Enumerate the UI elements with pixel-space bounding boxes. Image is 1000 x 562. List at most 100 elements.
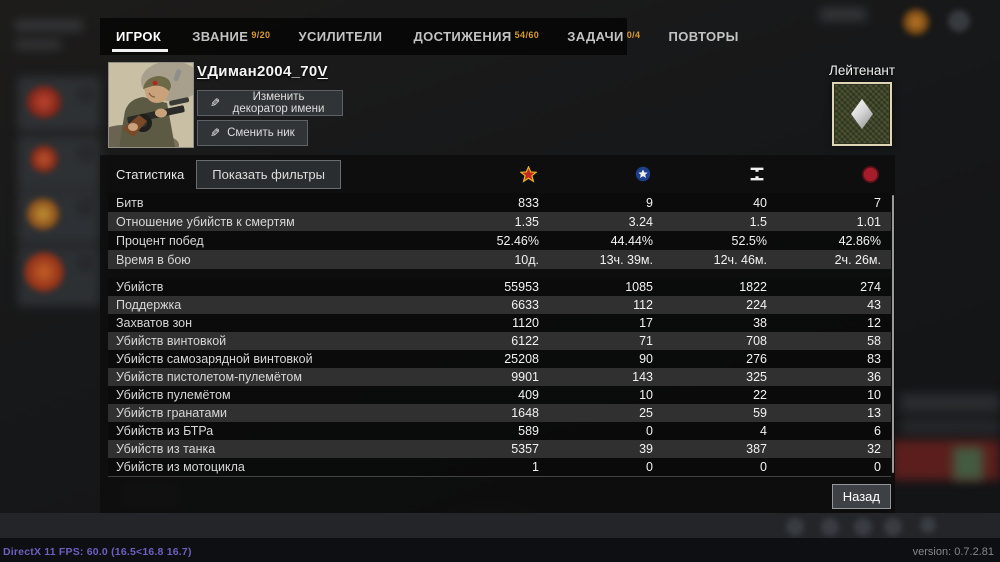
stat-label: Убийств винтовкой bbox=[116, 334, 227, 348]
fps-counter: DirectX 11 FPS: 60.0 (16.5<16.8 16.7) bbox=[3, 546, 192, 558]
player-avatar[interactable] bbox=[97, 61, 201, 157]
stat-row: Битв 833 9 40 7 bbox=[108, 193, 891, 212]
rank-diamond-icon bbox=[851, 99, 873, 129]
stat-value: 58 bbox=[867, 334, 881, 348]
tab-boosters[interactable]: УСИЛИТЕЛИ bbox=[284, 18, 399, 55]
stat-value: 3.24 bbox=[628, 214, 653, 229]
stat-label: Убийств из танка bbox=[116, 442, 216, 456]
avatar-soldier-portrait bbox=[97, 61, 201, 157]
germany-faction-icon bbox=[663, 166, 777, 182]
bg-blur-bar bbox=[900, 393, 1000, 413]
stat-row: Захватов зон 1120 17 38 12 bbox=[108, 314, 891, 332]
stat-value: 274 bbox=[860, 280, 881, 294]
stat-value: 0 bbox=[646, 424, 653, 438]
tab-achievements[interactable]: ДОСТИЖЕНИЯ 54/60 bbox=[399, 18, 553, 55]
tab-badge: 0/4 bbox=[626, 29, 641, 40]
stat-value: 2ч. 26м. bbox=[834, 252, 881, 267]
stat-value: 7 bbox=[874, 195, 881, 210]
stat-value: 6633 bbox=[511, 298, 539, 312]
stat-value: 13ч. 39м. bbox=[599, 252, 653, 267]
table-scrollbar[interactable] bbox=[892, 195, 894, 473]
bg-bottom-strip bbox=[0, 513, 1000, 538]
tab-label: ПОВТОРЫ bbox=[668, 29, 739, 44]
tab-rank[interactable]: ЗВАНИЕ 9/20 bbox=[178, 18, 284, 55]
stat-value: 32 bbox=[867, 442, 881, 456]
stat-value: 387 bbox=[746, 442, 767, 456]
bg-footer-icon bbox=[920, 517, 936, 533]
stat-row: Время в бою 10д. 13ч. 39м. 12ч. 46м. 2ч. 26м… bbox=[108, 250, 891, 269]
stat-value: 224 bbox=[746, 298, 767, 312]
change-name-decorator-button[interactable]: ✎ Изменить декоратор имени bbox=[197, 90, 343, 116]
stats-table: Битв 833 9 40 7 Отношение убийств к смертям 1.… bbox=[108, 193, 891, 485]
bg-green-blob bbox=[953, 447, 983, 480]
stat-row: Убийств самозарядной винтовкой 25208 90 276… bbox=[108, 350, 891, 368]
back-button[interactable]: Назад bbox=[831, 484, 891, 509]
stat-value: 325 bbox=[746, 370, 767, 384]
stat-value: 276 bbox=[746, 352, 767, 366]
tab-replays[interactable]: ПОВТОРЫ bbox=[654, 18, 755, 55]
stat-value: 0 bbox=[646, 460, 653, 474]
bg-squad-emblem bbox=[26, 198, 60, 230]
player-name: VДиман2004_70V bbox=[197, 63, 328, 80]
stat-row: Убийств из мотоцикла 1 0 0 0 bbox=[108, 458, 891, 476]
stat-value: 9901 bbox=[511, 370, 539, 384]
name-core: Диман2004_70 bbox=[207, 63, 318, 80]
stat-value: 409 bbox=[518, 388, 539, 402]
stat-value: 0 bbox=[760, 460, 767, 474]
stat-row: Процент побед 52.46% 44.44% 52.5% 42.86% bbox=[108, 231, 891, 250]
faction-columns bbox=[435, 155, 891, 193]
bg-blur-bar bbox=[820, 8, 866, 21]
bg-emblem-orange bbox=[902, 8, 930, 36]
button-label: Сменить ник bbox=[227, 127, 295, 139]
bg-squad-emblem bbox=[26, 86, 62, 118]
stat-value: 44.44% bbox=[610, 233, 653, 248]
stat-row: Убийств 55953 1085 1822 274 bbox=[108, 278, 891, 296]
stat-value: 83 bbox=[867, 352, 881, 366]
stat-label: Убийств пулемётом bbox=[116, 388, 231, 402]
stat-value: 13 bbox=[867, 406, 881, 420]
stat-value: 42.86% bbox=[838, 233, 881, 248]
rank-title: Лейтенант bbox=[828, 63, 896, 78]
tab-tasks[interactable]: ЗАДАЧИ 0/4 bbox=[553, 18, 654, 55]
stat-value: 1648 bbox=[511, 406, 539, 420]
stat-value: 43 bbox=[867, 298, 881, 312]
stat-label: Убийств пистолетом-пулемётом bbox=[116, 370, 302, 384]
stat-row: Убийств гранатами 1648 25 59 13 bbox=[108, 404, 891, 422]
stat-label: Захватов зон bbox=[116, 316, 193, 330]
stat-value: 6122 bbox=[511, 334, 539, 348]
stat-row: Убийств из БТРа 589 0 4 6 bbox=[108, 422, 891, 440]
stat-value: 10д. bbox=[514, 252, 539, 267]
stat-value: 589 bbox=[518, 424, 539, 438]
stat-value: 71 bbox=[639, 334, 653, 348]
stat-value: 112 bbox=[633, 298, 653, 312]
stat-label: Убийств bbox=[116, 280, 164, 294]
stat-value: 4 bbox=[760, 424, 767, 438]
tab-label: ДОСТИЖЕНИЯ bbox=[413, 29, 512, 44]
bg-footer-icon bbox=[821, 518, 839, 536]
stat-label: Отношение убийств к смертям bbox=[116, 214, 295, 229]
statistics-panel: Статистика Показать фильтры Битв 833 9 40 7 О… bbox=[100, 155, 895, 513]
stat-value: 1.35 bbox=[514, 214, 539, 229]
bg-circle bbox=[76, 84, 96, 104]
bg-squad-emblem bbox=[24, 252, 64, 292]
stat-value: 90 bbox=[639, 352, 653, 366]
statistics-title: Статистика bbox=[116, 166, 185, 182]
stat-value: 5357 bbox=[511, 442, 539, 456]
bg-footer-icon bbox=[854, 518, 872, 536]
change-nick-button[interactable]: ✎ Сменить ник bbox=[197, 120, 308, 146]
stat-value: 12ч. 46м. bbox=[713, 252, 767, 267]
stat-row: Убийств пулемётом 409 10 22 10 bbox=[108, 386, 891, 404]
ussr-faction-icon bbox=[435, 165, 549, 183]
bg-battle-button-blur bbox=[892, 440, 1000, 480]
show-filters-button[interactable]: Показать фильтры bbox=[196, 159, 341, 189]
tab-player[interactable]: ИГРОК bbox=[102, 18, 178, 55]
stat-label: Убийств гранатами bbox=[116, 406, 228, 420]
tab-label: ИГРОК bbox=[116, 29, 162, 44]
pencil-icon: ✎ bbox=[210, 126, 221, 140]
stat-label: Битв bbox=[116, 195, 144, 210]
stat-value: 40 bbox=[753, 195, 767, 210]
stat-value: 38 bbox=[753, 316, 767, 330]
stat-label: Поддержка bbox=[116, 298, 182, 312]
japan-faction-icon bbox=[777, 165, 891, 183]
stat-value: 6 bbox=[874, 424, 881, 438]
